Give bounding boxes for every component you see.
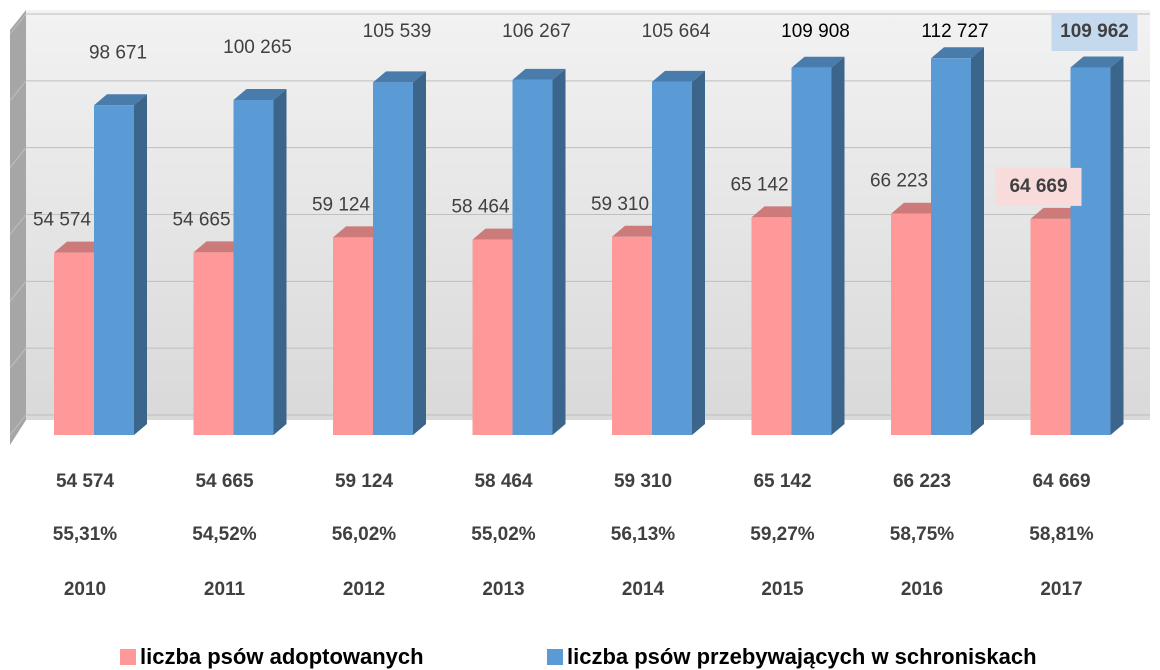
table-cell: 58,75% [890, 524, 955, 545]
legend-label: liczba psów przebywających w schroniskac… [567, 644, 1037, 669]
bar-top [652, 70, 705, 82]
table-cell: 54 574 [56, 471, 115, 492]
bar-top [333, 226, 386, 238]
data-label: 112 727 [921, 21, 988, 42]
table-cell: 65 142 [753, 471, 811, 492]
data-label: 105 664 [642, 21, 711, 42]
bar [1070, 56, 1124, 436]
data-label: 98 671 [89, 42, 147, 63]
bar [233, 88, 287, 436]
bar [931, 47, 984, 435]
label-box [995, 167, 1082, 206]
bar-front [233, 99, 274, 436]
grid-line [9, 13, 1150, 35]
bar-top [751, 206, 805, 218]
x-tick-label: 2012 [343, 579, 385, 600]
table-cell: 66 223 [893, 471, 951, 492]
legend-label: liczba psów adoptowanych [140, 644, 424, 669]
x-tick-label: 2013 [482, 579, 524, 600]
table-cell: 59 310 [614, 471, 672, 492]
data-label: 54 574 [33, 210, 92, 231]
bar [512, 68, 566, 435]
bar-top [931, 47, 984, 59]
data-label: 66 223 [870, 171, 928, 192]
data-label: 109 908 [781, 21, 850, 42]
bar-top [1030, 207, 1084, 219]
bar-top [612, 225, 665, 237]
bar-side [971, 47, 984, 435]
bar-top [193, 241, 247, 253]
data-label: 100 265 [223, 37, 292, 58]
bar-top [1070, 56, 1124, 68]
data-label: 64 669 [1009, 176, 1067, 197]
table-cell: 58 464 [474, 471, 533, 492]
table-cell: 58,81% [1029, 524, 1094, 545]
x-tick-label: 2011 [204, 579, 246, 600]
table-cell: 54,52% [192, 524, 257, 545]
bar-side [831, 56, 845, 436]
bar-front [1030, 218, 1071, 435]
bar-top [512, 68, 566, 80]
bar-front [54, 252, 94, 435]
data-label: 109 962 [1060, 21, 1129, 42]
bar-top [472, 228, 526, 240]
bar [373, 71, 426, 435]
grid-line [9, 147, 1150, 168]
bar-side [134, 94, 147, 435]
data-label: 59 124 [312, 194, 371, 215]
bar-side [692, 70, 705, 436]
bar-front [751, 217, 792, 435]
data-label: 58 464 [451, 197, 510, 218]
data-label: 59 310 [591, 194, 649, 215]
bar-side [413, 71, 426, 435]
table-cell: 54 665 [195, 471, 254, 492]
x-tick-label: 2015 [761, 579, 804, 600]
bar-top [54, 241, 107, 253]
bar-side [273, 88, 287, 436]
bar-top [891, 202, 944, 214]
side-wall [10, 10, 26, 445]
x-tick-label: 2010 [64, 579, 106, 600]
grid-line [9, 80, 1150, 102]
bar [791, 56, 845, 436]
table-cell: 55,02% [471, 524, 536, 545]
table-cell: 56,13% [611, 524, 676, 545]
bar-front [791, 67, 832, 436]
bar-side [552, 68, 566, 435]
bar-top [373, 71, 426, 83]
bar-front [1070, 67, 1111, 436]
bar-front [373, 82, 413, 435]
table-cell: 55,31% [53, 524, 118, 545]
bar [652, 70, 705, 436]
data-label: 105 539 [363, 21, 432, 42]
bar-front [891, 213, 931, 435]
bar-top [94, 94, 147, 106]
legend-swatch [547, 649, 563, 665]
legend-swatch [120, 649, 136, 665]
bar [94, 94, 147, 435]
bar-front [472, 239, 513, 435]
table-cell: 59,27% [750, 524, 815, 545]
x-tick-label: 2017 [1040, 579, 1082, 600]
data-label: 106 267 [502, 21, 571, 42]
table-cell: 56,02% [332, 524, 397, 545]
data-label: 65 142 [730, 174, 788, 195]
data-label: 54 665 [172, 209, 230, 230]
label-box [1051, 13, 1138, 51]
bar-front [193, 252, 234, 435]
table-cell: 64 669 [1032, 471, 1090, 492]
bar-front [652, 81, 692, 436]
bar-side [1110, 56, 1124, 436]
table-cell: 59 124 [335, 471, 394, 492]
bar-top [233, 88, 287, 100]
bar-front [931, 58, 971, 435]
bar-top [791, 56, 845, 68]
bar-front [612, 236, 652, 435]
x-tick-label: 2014 [622, 579, 665, 600]
x-tick-label: 2016 [901, 579, 943, 600]
bar-front [512, 79, 553, 435]
bar-front [333, 237, 373, 435]
bar-front [94, 105, 134, 435]
